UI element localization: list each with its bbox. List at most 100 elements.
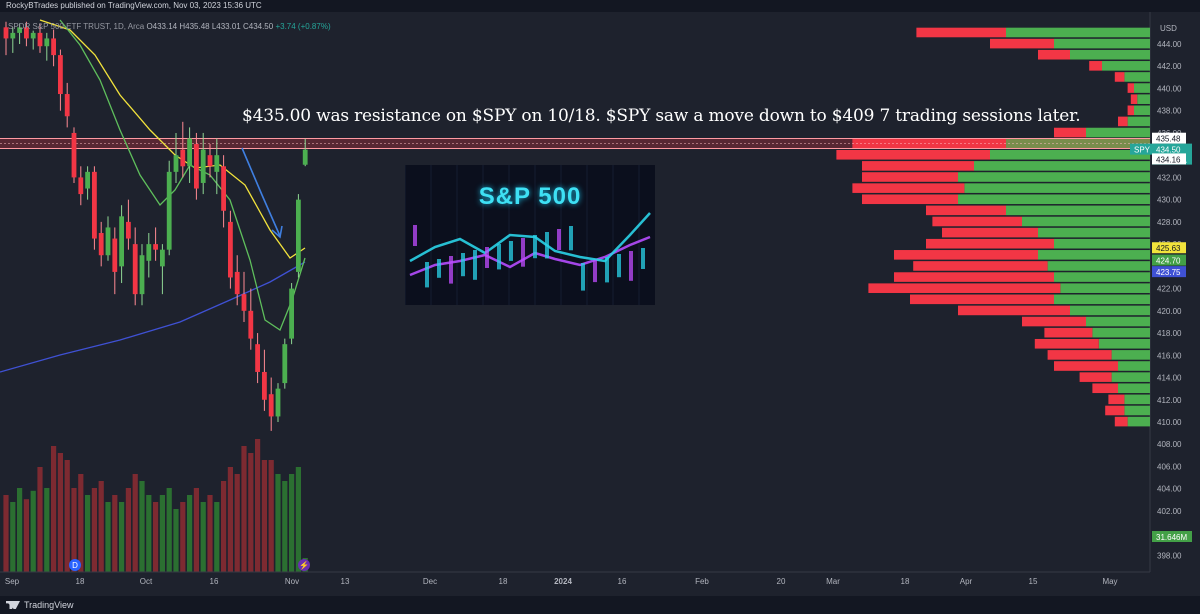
volume-profile-down-bar <box>1054 127 1086 138</box>
symbol-tag-bg <box>1130 143 1152 155</box>
price-axis-currency: USD <box>1160 24 1177 33</box>
volume-profile-down-bar <box>1130 94 1138 104</box>
volume-profile-up-bar <box>1086 316 1150 327</box>
volume-profile-up-bar <box>1086 127 1150 138</box>
volume-profile-up-bar <box>1102 61 1150 71</box>
dividend-event-icon <box>69 559 81 571</box>
volume-profile-up-bar <box>1137 94 1150 104</box>
volume-profile-down-bar <box>1038 49 1070 60</box>
publish-header: RockyBTrades published on TradingView.co… <box>0 0 1200 12</box>
volume-bar <box>132 474 138 572</box>
time-axis-label: Nov <box>285 577 299 586</box>
down-arrow-line <box>241 147 281 237</box>
volume-tag-bg <box>1152 531 1192 542</box>
price-axis-tick: 418.00 <box>1157 329 1182 338</box>
volume-profile-down-bar <box>1114 416 1128 427</box>
volume-profile-up-bar <box>1038 250 1150 260</box>
volume-bar <box>85 495 91 572</box>
price-axis-tick: 402.00 <box>1157 507 1182 516</box>
volume-profile-down-bar <box>1118 116 1128 127</box>
candle-body <box>98 233 104 256</box>
candle-body <box>92 171 97 239</box>
volume-bar <box>30 490 36 572</box>
price-axis-tick: 408.00 <box>1157 440 1182 449</box>
candle-body <box>234 271 240 295</box>
volume-bar <box>255 439 261 572</box>
volume-profile-up-bar <box>974 161 1150 171</box>
volume-bar <box>207 495 213 572</box>
inset-candle <box>581 263 585 291</box>
candle-body <box>153 244 158 250</box>
publish-text: RockyBTrades published on TradingView.co… <box>6 1 262 10</box>
down-arrow-icon <box>271 225 283 239</box>
low-price-tag: 434.16 <box>1156 155 1181 164</box>
volume-profile-up-bar <box>1054 294 1150 305</box>
volume-profile-down-bar <box>958 305 1070 316</box>
volume-profile-up-bar <box>1054 238 1150 249</box>
candle-body <box>221 166 226 211</box>
volume-bar <box>173 509 179 572</box>
ma-blue-tag: 423.75 <box>1156 268 1181 277</box>
candle-body <box>248 310 254 339</box>
volume-profile-down-bar <box>1108 394 1125 405</box>
candle-body <box>200 149 206 183</box>
volume-profile-up-bar <box>1124 394 1150 405</box>
ma-yellow-tag: 425.63 <box>1156 244 1181 253</box>
volume-profile-down-bar <box>916 27 1006 38</box>
volume-profile-down-bar <box>990 38 1054 49</box>
candle-body <box>268 394 274 417</box>
dividend-event-label: D <box>72 561 78 570</box>
inset-candle <box>485 247 489 268</box>
volume-profile-down-bar <box>894 250 1038 260</box>
ma-green-tag: 424.70 <box>1156 257 1181 266</box>
price-axis-tick: 430.00 <box>1157 196 1182 205</box>
volume-profile-down-bar <box>1044 327 1093 338</box>
inset-candle <box>569 226 573 251</box>
volume-bar <box>241 446 247 572</box>
volume-profile-down-bar <box>1079 372 1112 382</box>
candle-body <box>207 155 213 167</box>
candle-body <box>146 244 152 261</box>
ma-green-tag-bg <box>1152 254 1186 266</box>
volume-profile-up-bar <box>1118 383 1150 394</box>
candles <box>3 21 308 431</box>
volume-profile-down-bar <box>1047 350 1112 360</box>
volume-profile-down-bar <box>868 283 1061 293</box>
candle-body <box>289 288 294 339</box>
candle-body <box>187 138 192 167</box>
price-axis <box>1150 12 1200 596</box>
price-axis-tick: 406.00 <box>1157 462 1182 471</box>
tradingview-footer: TradingView <box>0 596 1200 614</box>
volume-profile-up-bar <box>1060 283 1150 293</box>
volume-bar <box>71 488 77 572</box>
volume-bar <box>289 474 295 572</box>
inset-candle <box>605 257 609 283</box>
volume-profile-up-bar <box>1124 405 1150 416</box>
candle-body <box>296 199 301 272</box>
ma-blue-line <box>0 261 306 373</box>
volume-bar <box>91 488 97 572</box>
price-axis-tick: 416.00 <box>1157 351 1182 360</box>
volume-bar <box>10 502 16 572</box>
volume-profile-up-bar <box>1054 272 1150 282</box>
price-axis-tick: 440.00 <box>1157 84 1182 93</box>
symbol-tag: SPY <box>1134 146 1151 155</box>
candle-body <box>126 221 131 239</box>
high-price-tag-bg <box>1152 132 1186 144</box>
candle-body <box>85 171 90 189</box>
candle-body <box>64 94 70 117</box>
price-axis-tick: 428.00 <box>1157 218 1182 227</box>
volume-bar <box>105 502 111 572</box>
volume-bar <box>159 495 165 572</box>
volume-bar <box>78 474 84 572</box>
volume-profile-down-bar <box>852 183 965 193</box>
candle-body <box>160 249 165 267</box>
candle-body <box>112 238 118 272</box>
volume-profile-down-bar <box>1105 405 1125 416</box>
volume-profile-down-bar <box>1089 61 1102 71</box>
volume-profile-down-bar <box>894 272 1054 282</box>
volume-profile-up-bar <box>1092 327 1150 338</box>
time-axis-label: 18 <box>76 577 85 586</box>
candle-body <box>228 221 233 278</box>
